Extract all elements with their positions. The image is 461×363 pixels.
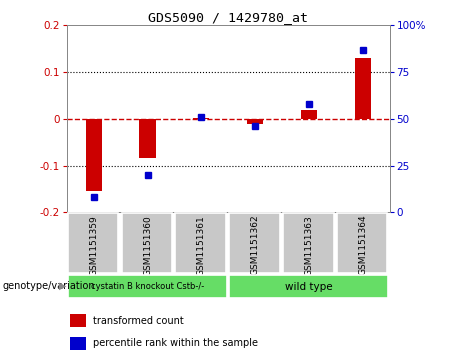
Text: ▶: ▶ (59, 281, 66, 291)
FancyBboxPatch shape (229, 213, 280, 273)
FancyBboxPatch shape (337, 213, 387, 273)
Bar (193, 118, 209, 119)
Text: transformed count: transformed count (93, 316, 183, 326)
Bar (247, 119, 263, 125)
Text: GSM1151364: GSM1151364 (358, 215, 367, 276)
FancyBboxPatch shape (176, 213, 226, 273)
Title: GDS5090 / 1429780_at: GDS5090 / 1429780_at (148, 11, 308, 24)
Bar (70, 337, 86, 350)
Text: percentile rank within the sample: percentile rank within the sample (93, 338, 258, 348)
Bar (86, 119, 102, 191)
Text: genotype/variation: genotype/variation (2, 281, 95, 291)
Bar (355, 58, 371, 119)
FancyBboxPatch shape (229, 275, 389, 298)
Text: cystatin B knockout Cstb-/-: cystatin B knockout Cstb-/- (91, 282, 204, 291)
Text: GSM1151361: GSM1151361 (197, 215, 206, 276)
FancyBboxPatch shape (122, 213, 172, 273)
Bar (139, 119, 155, 158)
FancyBboxPatch shape (68, 275, 227, 298)
FancyBboxPatch shape (68, 213, 118, 273)
Text: wild type: wild type (285, 282, 333, 292)
Text: GSM1151363: GSM1151363 (304, 215, 313, 276)
FancyBboxPatch shape (283, 213, 334, 273)
Bar (301, 110, 317, 119)
Text: GSM1151362: GSM1151362 (251, 215, 260, 276)
Text: GSM1151359: GSM1151359 (89, 215, 98, 276)
Bar (70, 314, 86, 327)
Text: GSM1151360: GSM1151360 (143, 215, 152, 276)
